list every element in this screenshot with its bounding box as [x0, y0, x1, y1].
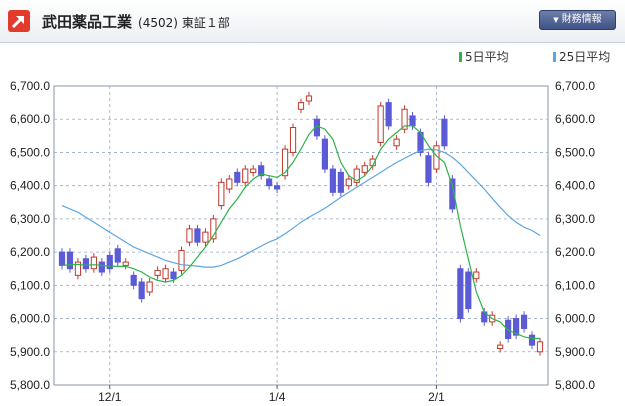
candle-up — [297, 102, 305, 110]
arrow-up-right-icon — [8, 10, 30, 32]
plot-area — [53, 85, 549, 386]
candle-down — [449, 178, 456, 210]
candle-down — [321, 138, 328, 170]
triangle-down-icon: ▼ — [553, 16, 559, 24]
y-tick-label-right: 6,600.0 — [555, 112, 595, 126]
candle-down — [58, 251, 66, 266]
candle-down — [385, 102, 392, 127]
candle-up — [122, 261, 129, 266]
candle-down — [528, 334, 536, 346]
candle-down — [130, 274, 137, 286]
candle-down — [274, 185, 281, 190]
y-tick-label-left: 6,500.0 — [10, 145, 50, 159]
candle-down — [66, 251, 74, 270]
stock-code: (4502) — [138, 16, 178, 30]
candle-up — [401, 108, 408, 130]
candle-down — [114, 248, 121, 263]
ma25-line — [61, 148, 541, 268]
y-tick-label-right: 6,700.0 — [555, 79, 595, 93]
candle-up — [281, 148, 289, 177]
y-tick-label-left: 6,600.0 — [10, 112, 50, 126]
candle-down — [520, 314, 528, 330]
candle-up — [377, 105, 384, 143]
candle-up — [210, 218, 217, 240]
y-tick-label-left: 6,300.0 — [10, 212, 50, 226]
candle-up — [473, 271, 480, 280]
candle-up — [353, 168, 360, 183]
candle-up — [154, 269, 161, 276]
candle-down — [441, 118, 448, 147]
candle-down — [138, 281, 145, 300]
stock-title: 武田薬品工業 (4502) 東証１部 — [42, 11, 230, 32]
candle-up — [393, 138, 400, 147]
candle-down — [465, 271, 472, 310]
y-tick-label-left: 6,400.0 — [10, 179, 50, 193]
candle-up — [186, 228, 193, 243]
financial-info-button[interactable]: ▼ 財務情報 — [539, 10, 616, 30]
candle-down — [106, 254, 113, 270]
y-tick-label-left: 6,200.0 — [10, 245, 50, 259]
y-tick-label-left: 6,700.0 — [10, 79, 50, 93]
candle-up — [226, 178, 233, 190]
candle-up — [178, 249, 185, 271]
candle-down — [329, 168, 336, 193]
x-tick-label: 12/1 — [98, 390, 122, 404]
candle-up — [162, 268, 169, 280]
candle-up — [242, 168, 249, 183]
candle-up — [74, 261, 82, 276]
x-tick-label: 1/4 — [269, 390, 286, 404]
legend-ma25-swatch — [553, 52, 556, 62]
candle-down — [82, 258, 90, 270]
candle-down — [337, 171, 344, 193]
y-tick-label-left: 5,800.0 — [10, 378, 50, 392]
y-tick-label-left: 6,000.0 — [10, 312, 50, 326]
market-label: 東証１部 — [181, 16, 230, 30]
y-tick-label-right: 6,200.0 — [555, 245, 595, 259]
candle-down — [266, 178, 273, 187]
company-name: 武田薬品工業 — [42, 13, 133, 31]
candle-down — [513, 318, 520, 336]
header-bar: 武田薬品工業 (4502) 東証１部 ▼ 財務情報 — [0, 0, 625, 43]
legend-ma5: 5日平均 — [459, 48, 509, 65]
y-tick-label-right: 6,100.0 — [555, 278, 595, 292]
candle-up — [90, 256, 97, 270]
candle-down — [409, 115, 416, 127]
y-tick-label-right: 6,500.0 — [555, 145, 595, 159]
legend-ma25-label: 25日平均 — [559, 50, 611, 64]
x-tick-label: 2/1 — [428, 390, 445, 404]
y-tick-label-left: 6,100.0 — [10, 278, 50, 292]
y-tick-label-right: 6,400.0 — [555, 179, 595, 193]
y-tick-label-left: 5,900.0 — [10, 345, 50, 359]
candle-up — [345, 178, 352, 187]
y-tick-label-right: 5,900.0 — [555, 345, 595, 359]
candle-down — [194, 228, 201, 243]
candle-up — [289, 127, 297, 153]
candle-down — [505, 319, 512, 339]
y-tick-label-right: 6,000.0 — [555, 312, 595, 326]
candle-down — [425, 155, 432, 183]
candle-up — [218, 181, 225, 207]
candle-down — [234, 171, 241, 183]
financial-info-label: 財務情報 — [561, 14, 602, 25]
candle-up — [146, 281, 153, 293]
y-tick-label-right: 6,300.0 — [555, 212, 595, 226]
candle-down — [258, 165, 265, 177]
candle-down — [170, 271, 177, 280]
y-tick-label-right: 5,800.0 — [555, 378, 595, 392]
candle-up — [250, 168, 257, 173]
candle-up — [305, 95, 313, 102]
candle-up — [202, 231, 209, 243]
candle-up — [361, 165, 368, 173]
legend-ma25: 25日平均 — [553, 48, 610, 65]
ma5-line — [61, 125, 540, 340]
candle-down — [457, 268, 464, 320]
candle-up — [536, 341, 544, 353]
legend-ma5-swatch — [459, 52, 462, 62]
candle-down — [98, 261, 105, 273]
candle-up — [497, 344, 504, 349]
legend-ma5-label: 5日平均 — [465, 50, 509, 64]
